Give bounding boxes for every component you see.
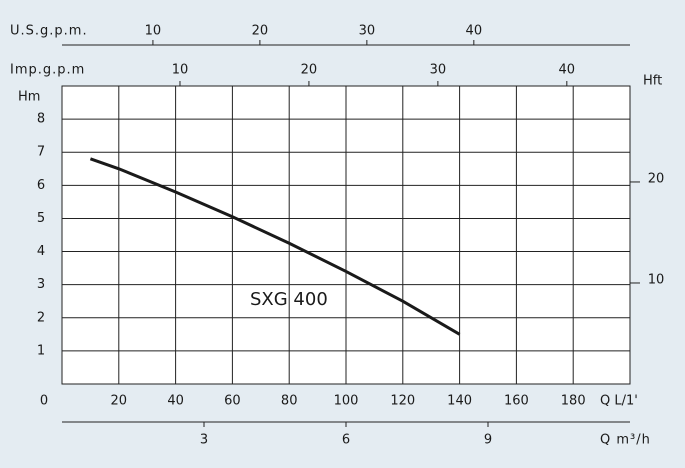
x-tick-label: 40	[167, 394, 184, 409]
extra-axis-label: Q m³/h	[600, 433, 651, 448]
extra-axis-tick-label: 20	[252, 24, 269, 39]
x-tick-label: 180	[561, 394, 586, 409]
x-tick-label: 0	[40, 394, 48, 409]
y-tick-label: 4	[37, 244, 45, 259]
y-axis-label: Hm	[18, 90, 40, 105]
x-tick-label: 20	[111, 394, 128, 409]
x-axis-label: Q L/1'	[600, 394, 638, 409]
y-tick-label: 7	[37, 145, 45, 160]
extra-axis-tick-label: 3	[200, 433, 208, 448]
y-tick-label: 8	[37, 112, 45, 127]
y-tick-label: 1	[37, 343, 45, 358]
y-tick-label: 2	[37, 310, 45, 325]
y-tick-label: 6	[37, 178, 45, 193]
extra-axis-tick-label: 40	[559, 63, 576, 78]
extra-axis-tick-label: 30	[359, 24, 376, 39]
y-tick-label: 5	[37, 211, 45, 226]
extra-axis-label: Imp.g.p.m	[10, 63, 85, 78]
extra-axis-tick-label: 10	[172, 63, 189, 78]
extra-axis-tick-label: 10	[145, 24, 162, 39]
extra-axis-label: U.S.g.p.m.	[10, 24, 88, 39]
extra-axis-tick-label: 6	[342, 433, 350, 448]
extra-axis-tick-label: 30	[430, 63, 447, 78]
y2-tick-label: 20	[648, 171, 665, 186]
extra-axis-tick-label: 9	[484, 433, 492, 448]
y2-tick-label: 10	[648, 272, 665, 287]
extra-axis-tick-label: 40	[466, 24, 483, 39]
x-tick-label: 140	[447, 394, 472, 409]
x-tick-label: 60	[224, 394, 241, 409]
x-tick-label: 160	[504, 394, 529, 409]
y2-axis-label: Hft	[643, 74, 662, 89]
y-tick-label: 3	[37, 277, 45, 292]
x-tick-label: 100	[334, 394, 359, 409]
extra-axis-tick-label: 20	[301, 63, 318, 78]
x-tick-label: 120	[390, 394, 415, 409]
curve-label: SXG 400	[250, 289, 328, 310]
curve	[89, 157, 461, 336]
x-tick-label: 80	[281, 394, 298, 409]
